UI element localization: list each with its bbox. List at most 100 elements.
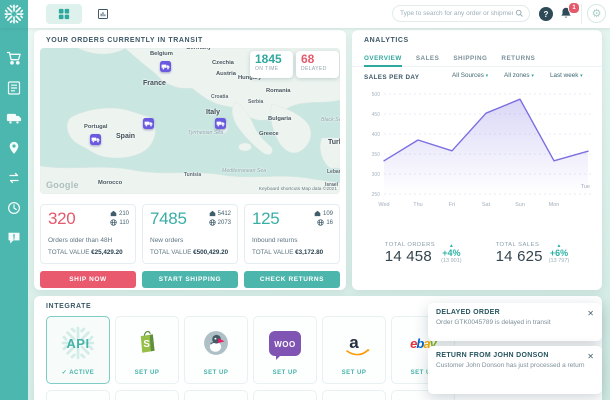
integration-tile-woocommerce[interactable]: WOO SET UP: [253, 316, 317, 384]
sidebar-item-history[interactable]: [6, 200, 22, 216]
tab-shipping[interactable]: SHIPPING: [453, 54, 488, 62]
ebay-logo-icon: ebay: [410, 335, 437, 351]
total-sales-label: TOTAL SALES: [495, 242, 540, 248]
integration-tile-stub[interactable]: [46, 390, 110, 400]
sidebar-item-order-list[interactable]: [6, 80, 22, 96]
search-icon[interactable]: [515, 9, 524, 18]
question-icon: ?: [543, 9, 549, 19]
stat-label: Orders older than 48H: [48, 237, 113, 244]
svg-text:Wed: Wed: [378, 202, 389, 208]
tab-sales[interactable]: SALES: [415, 54, 440, 62]
svg-text:Fri: Fri: [449, 202, 455, 208]
svg-text:Thu: Thu: [413, 202, 422, 208]
close-icon[interactable]: ✕: [587, 309, 594, 318]
integration-tile-api[interactable]: API ✓ ACTIVE: [46, 316, 110, 384]
up-arrow-icon: ▲: [448, 243, 454, 249]
tile-status-active: ✓ ACTIVE: [61, 370, 95, 376]
check-returns-button[interactable]: CHECK RETURNS: [244, 271, 340, 288]
filter-period-dropdown[interactable]: Last week ▾: [550, 72, 583, 79]
truck-marker-icon[interactable]: [143, 118, 154, 129]
integration-tile-stub[interactable]: [253, 390, 317, 400]
new-orders-count: 7485: [150, 209, 187, 228]
sidebar-item-shipping[interactable]: [6, 110, 22, 126]
delayed-card: 68 DELAYED: [296, 51, 339, 78]
top-bar: ? 1 ⚙: [0, 0, 610, 28]
sidebar-item-alerts[interactable]: [6, 230, 22, 246]
map-land-shapes: [40, 48, 340, 194]
globe-icon: [208, 219, 216, 226]
stat-total: TOTAL VALUE €500,429.20: [150, 249, 229, 256]
svg-text:Sun: Sun: [515, 202, 525, 208]
topbar-divider: [581, 4, 582, 24]
tab-analytics[interactable]: [90, 4, 116, 24]
on-time-card: 1845 ON TIME: [250, 51, 293, 78]
truck-marker-icon[interactable]: [215, 118, 226, 129]
sidebar-item-orders[interactable]: [6, 50, 22, 66]
truck-marker-icon[interactable]: [160, 61, 171, 72]
integration-tile-stub[interactable]: [391, 390, 455, 400]
svg-text:400: 400: [372, 132, 381, 138]
integration-tile-stub[interactable]: [184, 390, 248, 400]
order-form-icon: [6, 80, 22, 96]
prestashop-logo-icon: [203, 330, 229, 356]
transit-panel: YOUR ORDERS CURRENTLY IN TRANSIT Germany…: [34, 30, 346, 290]
home-icon: [110, 210, 117, 217]
integration-tile-stub[interactable]: [322, 390, 386, 400]
tile-status: SET UP: [410, 370, 436, 376]
ship-now-button[interactable]: SHIP NOW: [40, 271, 136, 288]
integration-tile-prestashop[interactable]: SET UP: [184, 316, 248, 384]
notification-body: Customer John Donson has just processed …: [436, 362, 585, 369]
analytics-tabs: OVERVIEW SALES SHIPPING RETURNS: [352, 51, 602, 67]
integration-tile-amazon[interactable]: a SET UP: [322, 316, 386, 384]
tab-dashboard[interactable]: [46, 4, 82, 24]
filter-zones-dropdown[interactable]: All zones ▾: [504, 72, 534, 79]
total-orders-previous: (13 901): [441, 258, 462, 264]
stat-card-inbound-returns: 125 109 16 Inbound returns TOTAL VALUE €…: [244, 204, 340, 264]
help-button[interactable]: ?: [539, 7, 553, 21]
notification-body: Order GTK0045789 is delayed in transit: [436, 319, 551, 326]
filter-sources-dropdown[interactable]: All Sources ▾: [452, 72, 489, 79]
svg-text:Sat: Sat: [482, 202, 491, 208]
close-icon[interactable]: ✕: [587, 352, 594, 361]
tile-status: SET UP: [134, 370, 160, 376]
up-arrow-icon: ▲: [556, 243, 562, 249]
total-sales-previous: (13 797): [548, 258, 570, 264]
analytics-panel: ANALYTICS OVERVIEW SALES SHIPPING RETURN…: [352, 30, 602, 290]
svg-text:S: S: [143, 339, 150, 350]
transit-map[interactable]: Germany Belgium Czechia Austria Hungary Franc…: [40, 48, 340, 194]
sidebar-item-returns[interactable]: [6, 170, 22, 186]
integration-tile-shopify[interactable]: S SET UP: [115, 316, 179, 384]
tab-returns[interactable]: RETURNS: [501, 54, 536, 62]
svg-text:Mon: Mon: [549, 202, 560, 208]
integration-tile-stub[interactable]: [115, 390, 179, 400]
total-sales-group: TOTAL SALES 14 625 ▲ +6% (13 797): [496, 242, 570, 265]
notification-return[interactable]: RETURN FROM JOHN DONSON Customer John Do…: [428, 346, 602, 394]
sidebar-item-locations[interactable]: [6, 140, 22, 156]
bar-chart-icon: [97, 8, 109, 20]
svg-text:450: 450: [372, 112, 381, 118]
sidebar-nav: [0, 28, 28, 400]
stat-total: TOTAL VALUE €3,172.80: [252, 249, 324, 256]
amazon-logo-icon: a: [346, 333, 370, 356]
app-logo[interactable]: [0, 0, 28, 28]
sales-per-day-chart: 500450400350300250WedThuFriSatSunMonTue: [372, 92, 594, 208]
tab-overview[interactable]: OVERVIEW: [364, 51, 402, 67]
on-time-value: 1845: [255, 52, 282, 66]
start-shipping-button[interactable]: START SHIPPING: [142, 271, 238, 288]
truck-marker-icon[interactable]: [90, 134, 101, 145]
svg-text:350: 350: [372, 152, 381, 158]
total-orders-value: 14 458: [384, 248, 432, 265]
dashboard-grid-icon: [58, 8, 70, 20]
snowflake-logo-icon: [4, 4, 24, 24]
tile-status: SET UP: [341, 370, 367, 376]
truck-icon: [6, 110, 22, 126]
map-attribution[interactable]: Keyboard shortcuts Map data ©2021: [258, 187, 337, 192]
settings-button[interactable]: ⚙: [587, 4, 606, 23]
inbound-returns-count: 125: [252, 209, 280, 228]
transit-title: YOUR ORDERS CURRENTLY IN TRANSIT: [46, 37, 203, 44]
total-orders-change: +4%: [442, 248, 461, 258]
notification-delayed-order[interactable]: DELAYED ORDER Order GTK0045789 is delaye…: [428, 303, 602, 341]
domestic-count: 5412: [217, 210, 231, 217]
search-input[interactable]: [398, 9, 515, 18]
delayed-label: DELAYED: [301, 66, 327, 72]
